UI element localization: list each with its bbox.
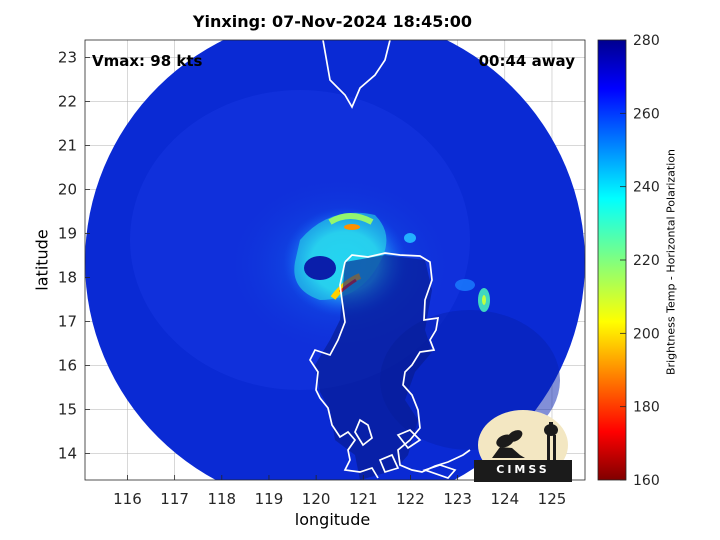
luzon-west-coast <box>309 261 379 479</box>
convective-cell-2 <box>455 279 475 291</box>
cimss-logo <box>474 410 572 482</box>
convective-cell-small <box>404 233 416 243</box>
x-tick-label: 123 <box>443 490 472 508</box>
y-tick-label: 21 <box>58 137 77 155</box>
colorbar-tick-label: 220 <box>633 253 660 269</box>
y-tick-label: 16 <box>58 357 77 375</box>
logo-text: CIMSS <box>496 463 550 476</box>
axes-frame <box>84 39 586 481</box>
x-ticks: 116 117 118 119 120 121 122 123 124 125 <box>113 475 566 508</box>
taiwan-coast <box>322 40 391 109</box>
colorbar-label: Brightness Temp - Horizontal Polarizatio… <box>664 149 678 375</box>
x-axis-label: longitude <box>294 510 371 529</box>
eyewall-convection-north <box>328 213 374 225</box>
colorbar-tick-label: 200 <box>633 326 660 342</box>
y-tick-label: 18 <box>58 269 77 287</box>
x-tick-label: 125 <box>538 490 567 508</box>
chart-title: Yinxing: 07-Nov-2024 18:45:00 <box>192 12 473 31</box>
x-tick-label: 122 <box>396 490 425 508</box>
deep-convection-north <box>344 224 360 230</box>
y-tick-label: 17 <box>58 313 77 331</box>
luzon-east-coast <box>344 252 471 473</box>
manila-bay <box>354 418 373 447</box>
x-tick-label: 116 <box>113 490 142 508</box>
y-ticks: 14 15 16 17 18 19 20 21 22 23 <box>58 49 90 463</box>
y-tick-label: 23 <box>58 49 77 67</box>
colorbar-ticks: 160 180 200 220 240 260 280 <box>620 33 660 489</box>
lamon-bay-island <box>396 428 422 450</box>
x-tick-label: 120 <box>302 490 331 508</box>
colorbar-tick-label: 280 <box>633 33 660 49</box>
colorbar-tick-label: 260 <box>633 106 660 122</box>
y-tick-label: 19 <box>58 225 77 243</box>
y-tick-label: 22 <box>58 93 77 111</box>
colorbar-tick-label: 240 <box>633 180 660 196</box>
x-tick-label: 124 <box>490 490 519 508</box>
x-tick-label: 118 <box>207 490 236 508</box>
colorbar-tick-label: 180 <box>633 400 660 416</box>
time-away-label: 00:44 away <box>478 52 575 70</box>
marinduque <box>378 453 400 474</box>
x-tick-label: 117 <box>160 490 189 508</box>
x-tick-label: 119 <box>255 490 284 508</box>
convective-cell-core <box>482 295 486 305</box>
coastlines <box>309 40 471 479</box>
y-tick-label: 20 <box>58 181 77 199</box>
catanduanes-area <box>422 464 457 479</box>
y-tick-label: 15 <box>58 401 77 419</box>
y-tick-label: 14 <box>58 445 77 463</box>
vmax-label: Vmax: 98 kts <box>92 52 203 70</box>
storm-eye <box>304 256 336 280</box>
colorbar-tick-label: 160 <box>633 473 660 489</box>
x-tick-label: 121 <box>349 490 378 508</box>
y-axis-label: latitude <box>32 229 52 291</box>
